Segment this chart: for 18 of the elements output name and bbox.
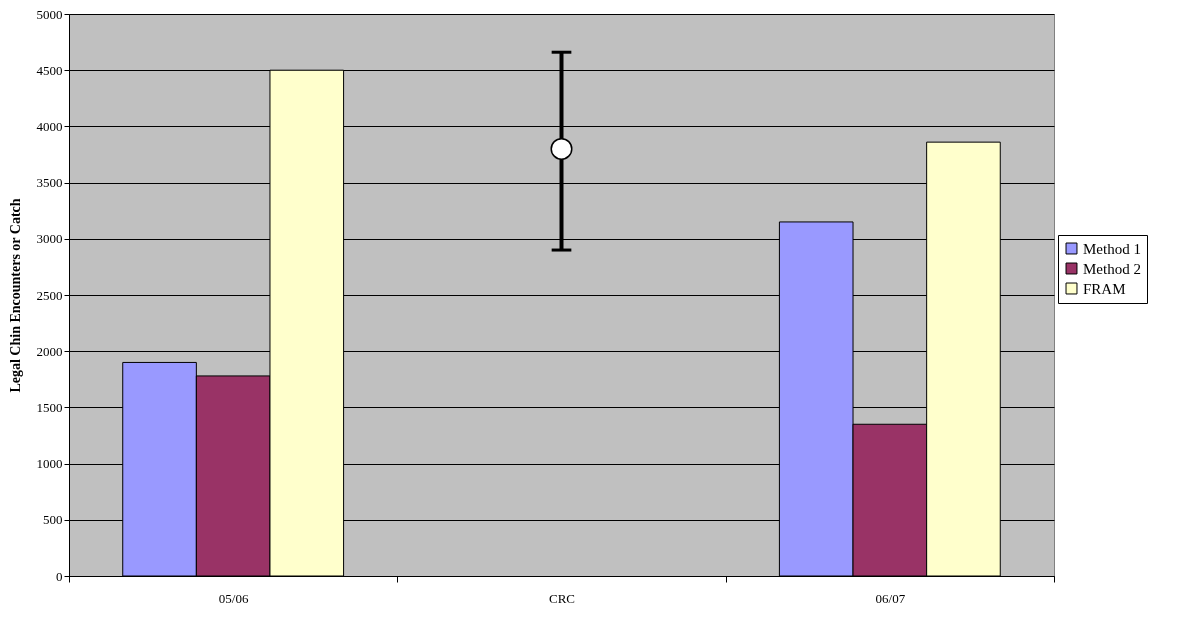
y-tick-label: 3000 [36, 231, 63, 247]
legend-label: Method 2 [1083, 260, 1141, 277]
y-tick-label: 1000 [36, 456, 63, 472]
legend-label: FRAM [1083, 280, 1126, 297]
y-axis-title: Legal Chin Encounters or Catch [7, 198, 23, 393]
y-tick-label: 3500 [36, 175, 63, 191]
x-tick-label: CRC [548, 590, 576, 606]
x-tick-label: 05/06 [218, 590, 249, 606]
x-tick-label: 06/07 [875, 590, 906, 606]
y-tick-label: 4000 [36, 118, 63, 134]
y-tick-label: 4500 [36, 62, 63, 78]
y-tick-label: 1500 [36, 399, 63, 415]
legend-label: Method 1 [1083, 240, 1141, 257]
y-tick-label: 2000 [36, 343, 63, 359]
y-tick-label: 500 [43, 512, 63, 528]
y-tick-label: 2500 [36, 287, 63, 303]
y-tick-label: 5000 [36, 6, 63, 22]
y-tick-label: 0 [56, 568, 63, 584]
